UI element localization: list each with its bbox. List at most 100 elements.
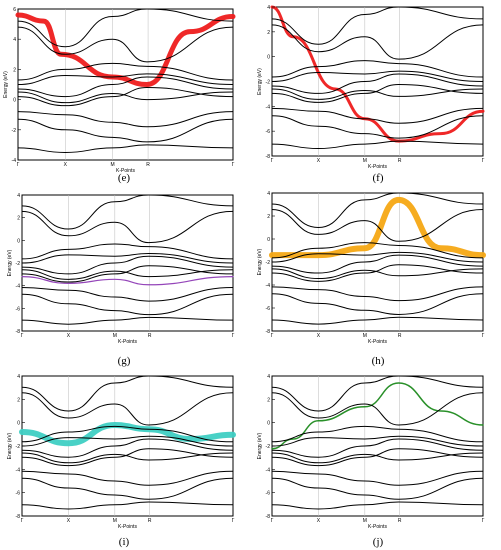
y-axis-label: Energy (eV)	[257, 432, 263, 459]
y-tick-label: -2	[16, 261, 21, 267]
y-tick-label: 4	[17, 193, 20, 199]
x-tick-label: R	[398, 333, 402, 339]
band-line	[271, 501, 484, 510]
panel-e: 6 4 2 0 -2 -4 Γ X M R Γ Energy (eV) K-Points (e)	[0, 0, 250, 184]
band-line	[17, 76, 234, 98]
y-tick-label: 2	[17, 397, 20, 403]
panel-h: 4 2 0 -2 -4 -6 -8 Γ X M R Γ Energy (eV) K-Points (h)	[250, 183, 501, 367]
y-tick-label: 0	[17, 238, 20, 244]
x-tick-label: Γ	[271, 518, 274, 524]
x-tick-label: Γ	[232, 333, 235, 339]
x-tick-label: M	[363, 518, 367, 524]
x-tick-label: X	[64, 162, 68, 168]
band-line	[271, 107, 484, 124]
band-line	[271, 477, 484, 500]
x-tick-label: X	[317, 158, 321, 164]
panel-label-h: (h)	[371, 355, 385, 367]
y-tick-label: -8	[16, 329, 21, 335]
x-axis-label: K-Points	[368, 164, 387, 170]
y-tick-label: -2	[266, 444, 271, 450]
band-line	[17, 8, 234, 48]
y-tick-label: -6	[16, 491, 21, 497]
x-tick-label: Γ	[482, 518, 485, 524]
panel-label-j: (j)	[372, 536, 384, 548]
x-tick-label: Γ	[21, 333, 24, 339]
plot-frame	[21, 375, 234, 517]
x-axis-label: K-Points	[116, 168, 135, 174]
panel-g: 4 2 0 -2 -4 -6 -8 Γ X M R Γ Energy (eV) K-Points (g)	[0, 183, 250, 367]
band-line	[21, 255, 234, 275]
x-tick-label: Γ	[271, 333, 274, 339]
x-tick-label: M	[363, 333, 367, 339]
y-tick-label: 4	[267, 191, 270, 197]
band-line	[271, 254, 484, 274]
band-line	[17, 62, 234, 81]
band-line	[21, 210, 234, 244]
x-tick-label: Γ	[232, 162, 235, 168]
x-tick-label: Γ	[271, 158, 274, 164]
x-tick-label: R	[148, 333, 152, 339]
band-line	[17, 73, 234, 85]
x-tick-label: M	[113, 518, 117, 524]
panel-label-g: (g)	[117, 355, 131, 367]
x-tick-label: M	[113, 333, 117, 339]
x-tick-label: Γ	[232, 518, 235, 524]
band-line	[271, 60, 484, 78]
band-line	[271, 438, 484, 458]
y-tick-label: -4	[266, 467, 271, 473]
y-tick-label: -2	[16, 444, 21, 450]
y-tick-label: -4	[16, 467, 21, 473]
band-line	[271, 24, 484, 60]
y-tick-label: -4	[266, 104, 271, 110]
y-tick-label: -8	[266, 514, 271, 520]
band-line	[21, 501, 234, 510]
band-line	[21, 269, 234, 280]
band-line	[271, 470, 484, 486]
panel-label-i: (i)	[118, 536, 130, 548]
band-line	[271, 293, 484, 315]
panel-label-f: (f)	[372, 172, 384, 184]
x-axis-label: K-Points	[368, 524, 387, 530]
y-tick-label: -6	[266, 129, 271, 135]
band-line	[17, 118, 234, 143]
y-axis-label: Energy (eV)	[257, 248, 263, 275]
panel-label-e: (e)	[117, 172, 131, 184]
band-line	[271, 115, 484, 139]
y-axis-label: Energy (eV)	[7, 432, 13, 459]
y-tick-label: 4	[13, 37, 16, 43]
band-line	[271, 268, 484, 280]
band-line	[271, 6, 484, 45]
band-line	[271, 88, 484, 100]
band-line	[271, 140, 484, 150]
band-line	[271, 448, 484, 467]
band-line	[21, 438, 234, 458]
y-tick-label: -6	[16, 306, 21, 312]
band-line	[271, 392, 484, 426]
y-tick-label: 0	[17, 421, 20, 427]
panel-j: 4 2 0 -2 -4 -6 -8 Γ X M R Γ Energy (eV) K-Points (j)	[250, 366, 501, 550]
band-line	[17, 87, 234, 107]
band-line	[271, 70, 484, 82]
x-tick-label: Γ	[17, 162, 20, 168]
y-tick-label: 4	[267, 5, 270, 11]
plot-frame	[271, 375, 484, 517]
x-tick-label: X	[317, 518, 321, 524]
highlighted-band	[271, 382, 484, 450]
band-line	[21, 316, 234, 325]
y-axis-label: Energy (eV)	[257, 68, 263, 95]
y-tick-label: -8	[266, 154, 271, 160]
y-tick-label: 4	[267, 374, 270, 380]
band-line	[21, 448, 234, 467]
highlighted-band	[19, 421, 236, 447]
band-line	[271, 425, 484, 443]
y-tick-label: 2	[17, 216, 20, 222]
band-line	[21, 293, 234, 316]
band-line	[271, 251, 484, 263]
y-tick-label: 0	[267, 55, 270, 61]
band-line	[271, 83, 484, 103]
highlighted-band	[269, 196, 486, 259]
plot-frame	[21, 194, 234, 332]
band-line	[271, 242, 484, 259]
